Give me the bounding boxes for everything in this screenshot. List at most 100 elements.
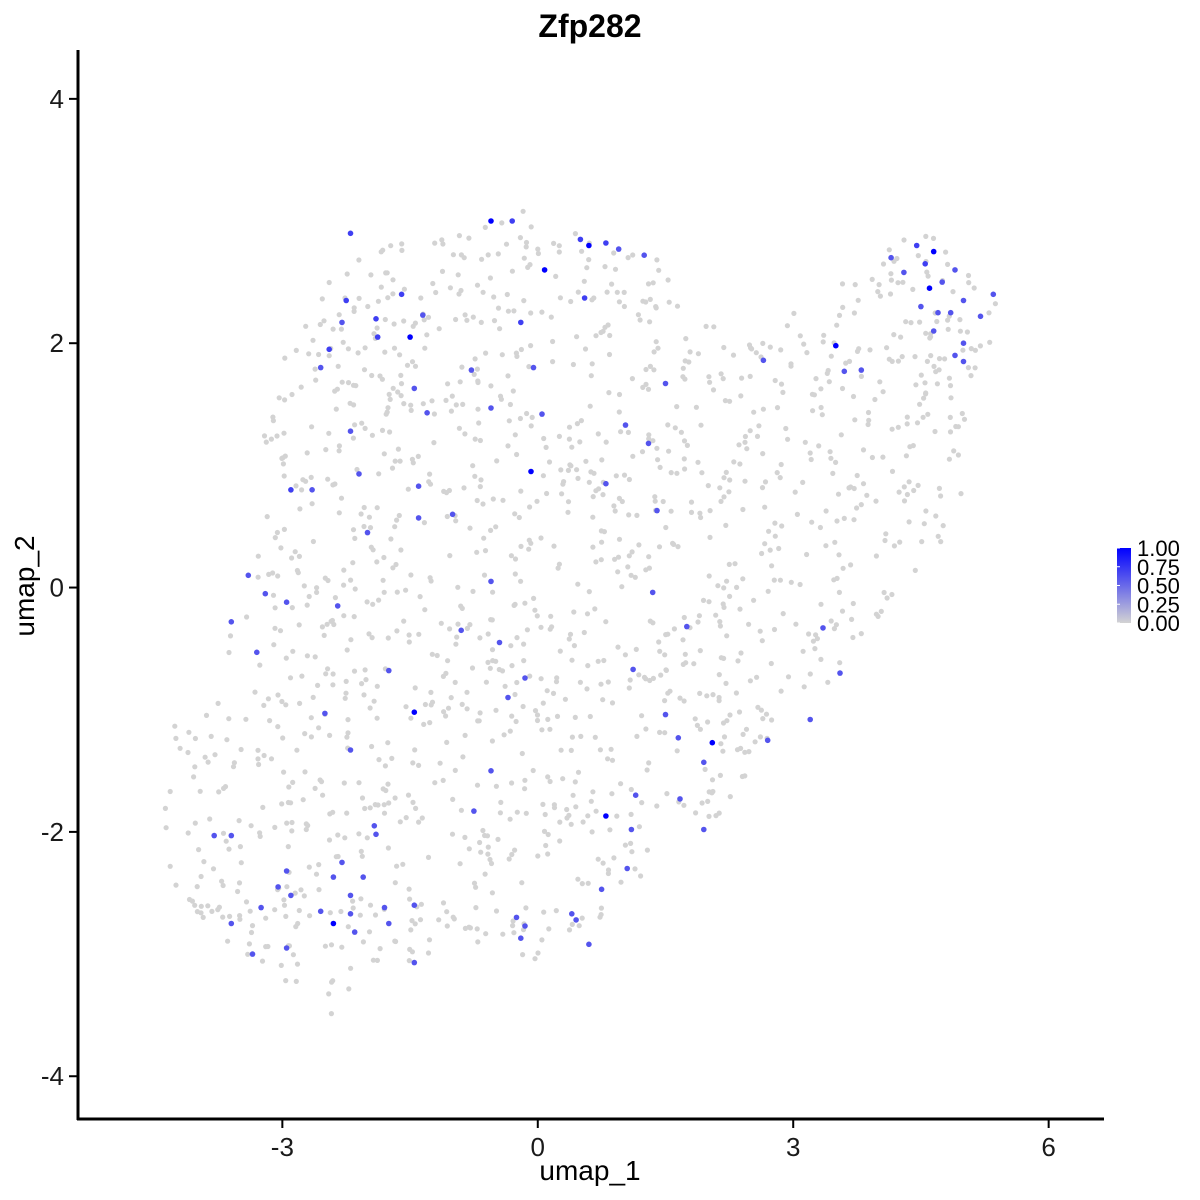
cell-point xyxy=(450,252,456,258)
cell-point xyxy=(744,446,750,452)
cell-point xyxy=(621,289,627,295)
cell-point xyxy=(807,671,813,677)
cell-point xyxy=(210,866,217,872)
cell-point xyxy=(841,515,847,522)
cell-point xyxy=(274,433,280,439)
cell-point xyxy=(336,443,342,449)
cell-point xyxy=(440,241,446,247)
cell-point xyxy=(948,395,954,401)
cell-point xyxy=(535,853,541,859)
cell-point xyxy=(316,351,322,358)
cell-point xyxy=(904,491,911,498)
cell-point xyxy=(797,581,803,588)
y-axis-title: umap_2 xyxy=(9,535,40,636)
expressing-cell-point xyxy=(415,483,422,490)
cell-point xyxy=(705,483,711,489)
cell-point xyxy=(281,473,287,479)
expressing-cell-point xyxy=(275,884,281,890)
cell-point xyxy=(721,344,727,351)
cell-point xyxy=(526,364,532,370)
cell-point xyxy=(801,341,807,347)
cell-point xyxy=(482,871,488,877)
cell-point xyxy=(553,273,559,279)
cell-point xyxy=(613,473,619,479)
cell-point xyxy=(401,401,407,407)
cell-point xyxy=(510,918,516,924)
cell-point xyxy=(431,411,437,417)
cell-points xyxy=(162,208,999,1017)
cell-point xyxy=(480,501,486,507)
cell-point xyxy=(873,611,880,617)
cell-point xyxy=(198,903,204,909)
cell-point xyxy=(749,346,755,352)
cell-point xyxy=(410,760,416,766)
cell-point xyxy=(946,456,953,462)
cell-point xyxy=(394,628,400,634)
expressing-cell-point xyxy=(662,380,669,387)
cell-point xyxy=(865,409,872,416)
cell-point xyxy=(374,505,380,511)
cell-point xyxy=(699,800,705,806)
cell-point xyxy=(672,425,678,431)
cell-point xyxy=(367,805,373,811)
cell-point xyxy=(421,520,427,526)
cell-point xyxy=(209,908,215,915)
cell-point xyxy=(437,760,443,766)
cell-point xyxy=(697,648,703,654)
cell-point xyxy=(520,703,526,710)
cell-point xyxy=(618,781,624,787)
cell-point xyxy=(459,364,465,370)
cell-point xyxy=(609,791,615,797)
cell-point xyxy=(343,678,349,685)
cell-point xyxy=(505,373,511,379)
cell-point xyxy=(772,533,778,539)
cell-point xyxy=(238,860,244,866)
cell-point xyxy=(736,709,743,715)
cell-point xyxy=(568,463,574,469)
cell-point xyxy=(472,436,478,442)
cell-point xyxy=(429,651,435,657)
cell-point xyxy=(364,835,370,841)
cell-point xyxy=(296,907,302,914)
cell-point xyxy=(720,720,727,726)
cell-point xyxy=(966,280,972,286)
cell-point xyxy=(933,513,939,519)
cell-point xyxy=(416,819,422,825)
cell-point xyxy=(255,574,261,580)
cell-point xyxy=(535,950,541,956)
cell-point xyxy=(389,465,396,471)
cell-point xyxy=(428,689,434,696)
cell-point xyxy=(813,376,819,382)
cell-point xyxy=(922,380,928,386)
cell-point xyxy=(279,801,285,807)
expressing-cell-point xyxy=(509,218,515,224)
cell-point xyxy=(363,677,369,683)
cell-point xyxy=(751,409,757,415)
cell-point xyxy=(512,556,519,562)
cell-point xyxy=(490,496,496,502)
cell-point xyxy=(611,855,617,861)
cell-point xyxy=(655,345,661,351)
cell-point xyxy=(557,838,563,844)
cell-point xyxy=(511,308,517,314)
cell-point xyxy=(488,527,494,534)
cell-point xyxy=(960,347,966,353)
cell-point xyxy=(493,524,499,530)
cell-point xyxy=(987,339,993,345)
expressing-cell-point xyxy=(841,368,848,375)
cell-point xyxy=(505,308,511,314)
cell-point xyxy=(816,443,822,449)
cell-point xyxy=(889,358,895,364)
cell-point xyxy=(710,387,717,393)
expressing-cell-point xyxy=(283,945,290,951)
cell-point xyxy=(225,938,231,944)
cell-point xyxy=(299,673,305,679)
expressing-cell-point xyxy=(228,832,235,839)
cell-point xyxy=(297,700,303,707)
cell-point xyxy=(605,867,612,873)
cell-point xyxy=(839,385,846,392)
cell-point xyxy=(647,296,653,302)
cell-point xyxy=(302,731,308,737)
cell-point xyxy=(453,641,459,647)
cell-point xyxy=(350,435,356,441)
